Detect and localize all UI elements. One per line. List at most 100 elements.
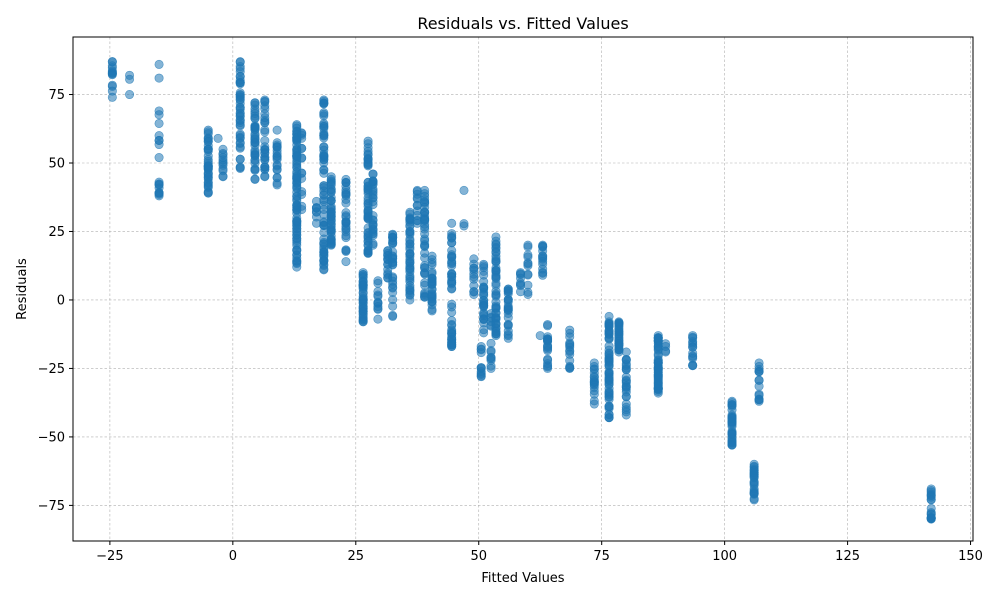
x-tick-label: 100	[712, 549, 737, 564]
scatter-point	[653, 374, 663, 384]
scatter-point	[358, 315, 368, 325]
x-tick-label: −25	[96, 549, 123, 564]
scatter-point	[589, 396, 599, 406]
scatter-point	[754, 366, 764, 376]
x-tick-label: 0	[229, 549, 237, 564]
scatter-point	[749, 459, 759, 469]
scatter-point	[479, 259, 489, 269]
scatter-point	[447, 340, 457, 350]
scatter-point	[341, 233, 351, 243]
scatter-point	[405, 285, 415, 295]
scatter-point	[250, 164, 260, 174]
scatter-point	[486, 355, 496, 365]
scatter-point	[420, 197, 430, 207]
scatter-point	[491, 326, 501, 336]
scatter-point	[538, 267, 548, 277]
scatter-point	[292, 120, 302, 130]
scatter-point	[125, 90, 135, 100]
scatter-point	[405, 274, 415, 284]
scatter-point	[154, 189, 164, 199]
scatter-point	[373, 314, 383, 324]
scatter-point	[235, 102, 245, 112]
scatter-point	[297, 153, 307, 163]
scatter-point	[727, 437, 737, 447]
scatter-point	[368, 220, 378, 230]
scatter-point	[358, 288, 368, 298]
scatter-point	[469, 263, 479, 273]
scatter-point	[107, 57, 117, 67]
scatter-point	[447, 251, 457, 261]
y-tick-label: −25	[38, 362, 65, 377]
scatter-point	[319, 149, 329, 159]
scatter-point	[621, 375, 631, 385]
scatter-point	[260, 164, 270, 174]
scatter-point	[388, 310, 398, 320]
scatter-points	[107, 57, 936, 524]
scatter-point	[621, 355, 631, 365]
scatter-point	[523, 287, 533, 297]
scatter-point	[447, 276, 457, 286]
scatter-point	[297, 168, 307, 178]
scatter-point	[621, 347, 631, 357]
scatter-point	[260, 127, 270, 137]
scatter-point	[235, 138, 245, 148]
scatter-point	[388, 295, 398, 305]
scatter-point	[218, 153, 228, 163]
scatter-point	[235, 118, 245, 128]
scatter-point	[459, 185, 469, 195]
scatter-point	[479, 282, 489, 292]
scatter-point	[250, 106, 260, 116]
scatter-point	[319, 247, 329, 257]
scatter-point	[250, 138, 260, 148]
y-axis-label: Residuals	[15, 258, 30, 320]
scatter-point	[203, 146, 213, 156]
scatter-point	[292, 245, 302, 255]
y-tick-label: 0	[57, 293, 65, 308]
scatter-point	[447, 299, 457, 309]
scatter-point	[447, 329, 457, 339]
scatter-point	[272, 161, 282, 171]
scatter-point	[326, 202, 336, 212]
scatter-point	[388, 238, 398, 248]
scatter-point	[420, 219, 430, 229]
scatter-point	[341, 208, 351, 218]
scatter-point	[604, 372, 614, 382]
scatter-point	[297, 143, 307, 153]
scatter-point	[319, 95, 329, 105]
scatter-point	[503, 326, 513, 336]
scatter-point	[688, 351, 698, 361]
scatter-point	[523, 270, 533, 280]
scatter-point	[447, 232, 457, 242]
scatter-point	[653, 381, 663, 391]
scatter-point	[427, 304, 437, 314]
scatter-point	[589, 358, 599, 368]
scatter-point	[604, 412, 614, 422]
scatter-point	[405, 258, 415, 268]
scatter-point	[405, 239, 415, 249]
scatter-point	[341, 246, 351, 256]
scatter-point	[565, 363, 575, 373]
scatter-point	[203, 161, 213, 171]
scatter-point	[260, 148, 270, 158]
scatter-point	[319, 195, 329, 205]
scatter-point	[589, 380, 599, 390]
scatter-point	[292, 235, 302, 245]
scatter-point	[491, 308, 501, 318]
scatter-point	[297, 128, 307, 138]
scatter-point	[297, 201, 307, 211]
scatter-point	[614, 334, 624, 344]
y-tick-label: −50	[38, 430, 65, 445]
scatter-point	[543, 334, 553, 344]
scatter-point	[368, 239, 378, 249]
y-tick-label: −75	[38, 499, 65, 514]
scatter-point	[926, 503, 936, 513]
scatter-point	[491, 257, 501, 267]
scatter-point	[235, 75, 245, 85]
scatter-point	[604, 345, 614, 355]
scatter-point	[727, 421, 737, 431]
chart-title: Residuals vs. Fitted Values	[417, 14, 628, 33]
scatter-point	[388, 229, 398, 239]
scatter-point	[319, 256, 329, 266]
scatter-point	[272, 125, 282, 135]
